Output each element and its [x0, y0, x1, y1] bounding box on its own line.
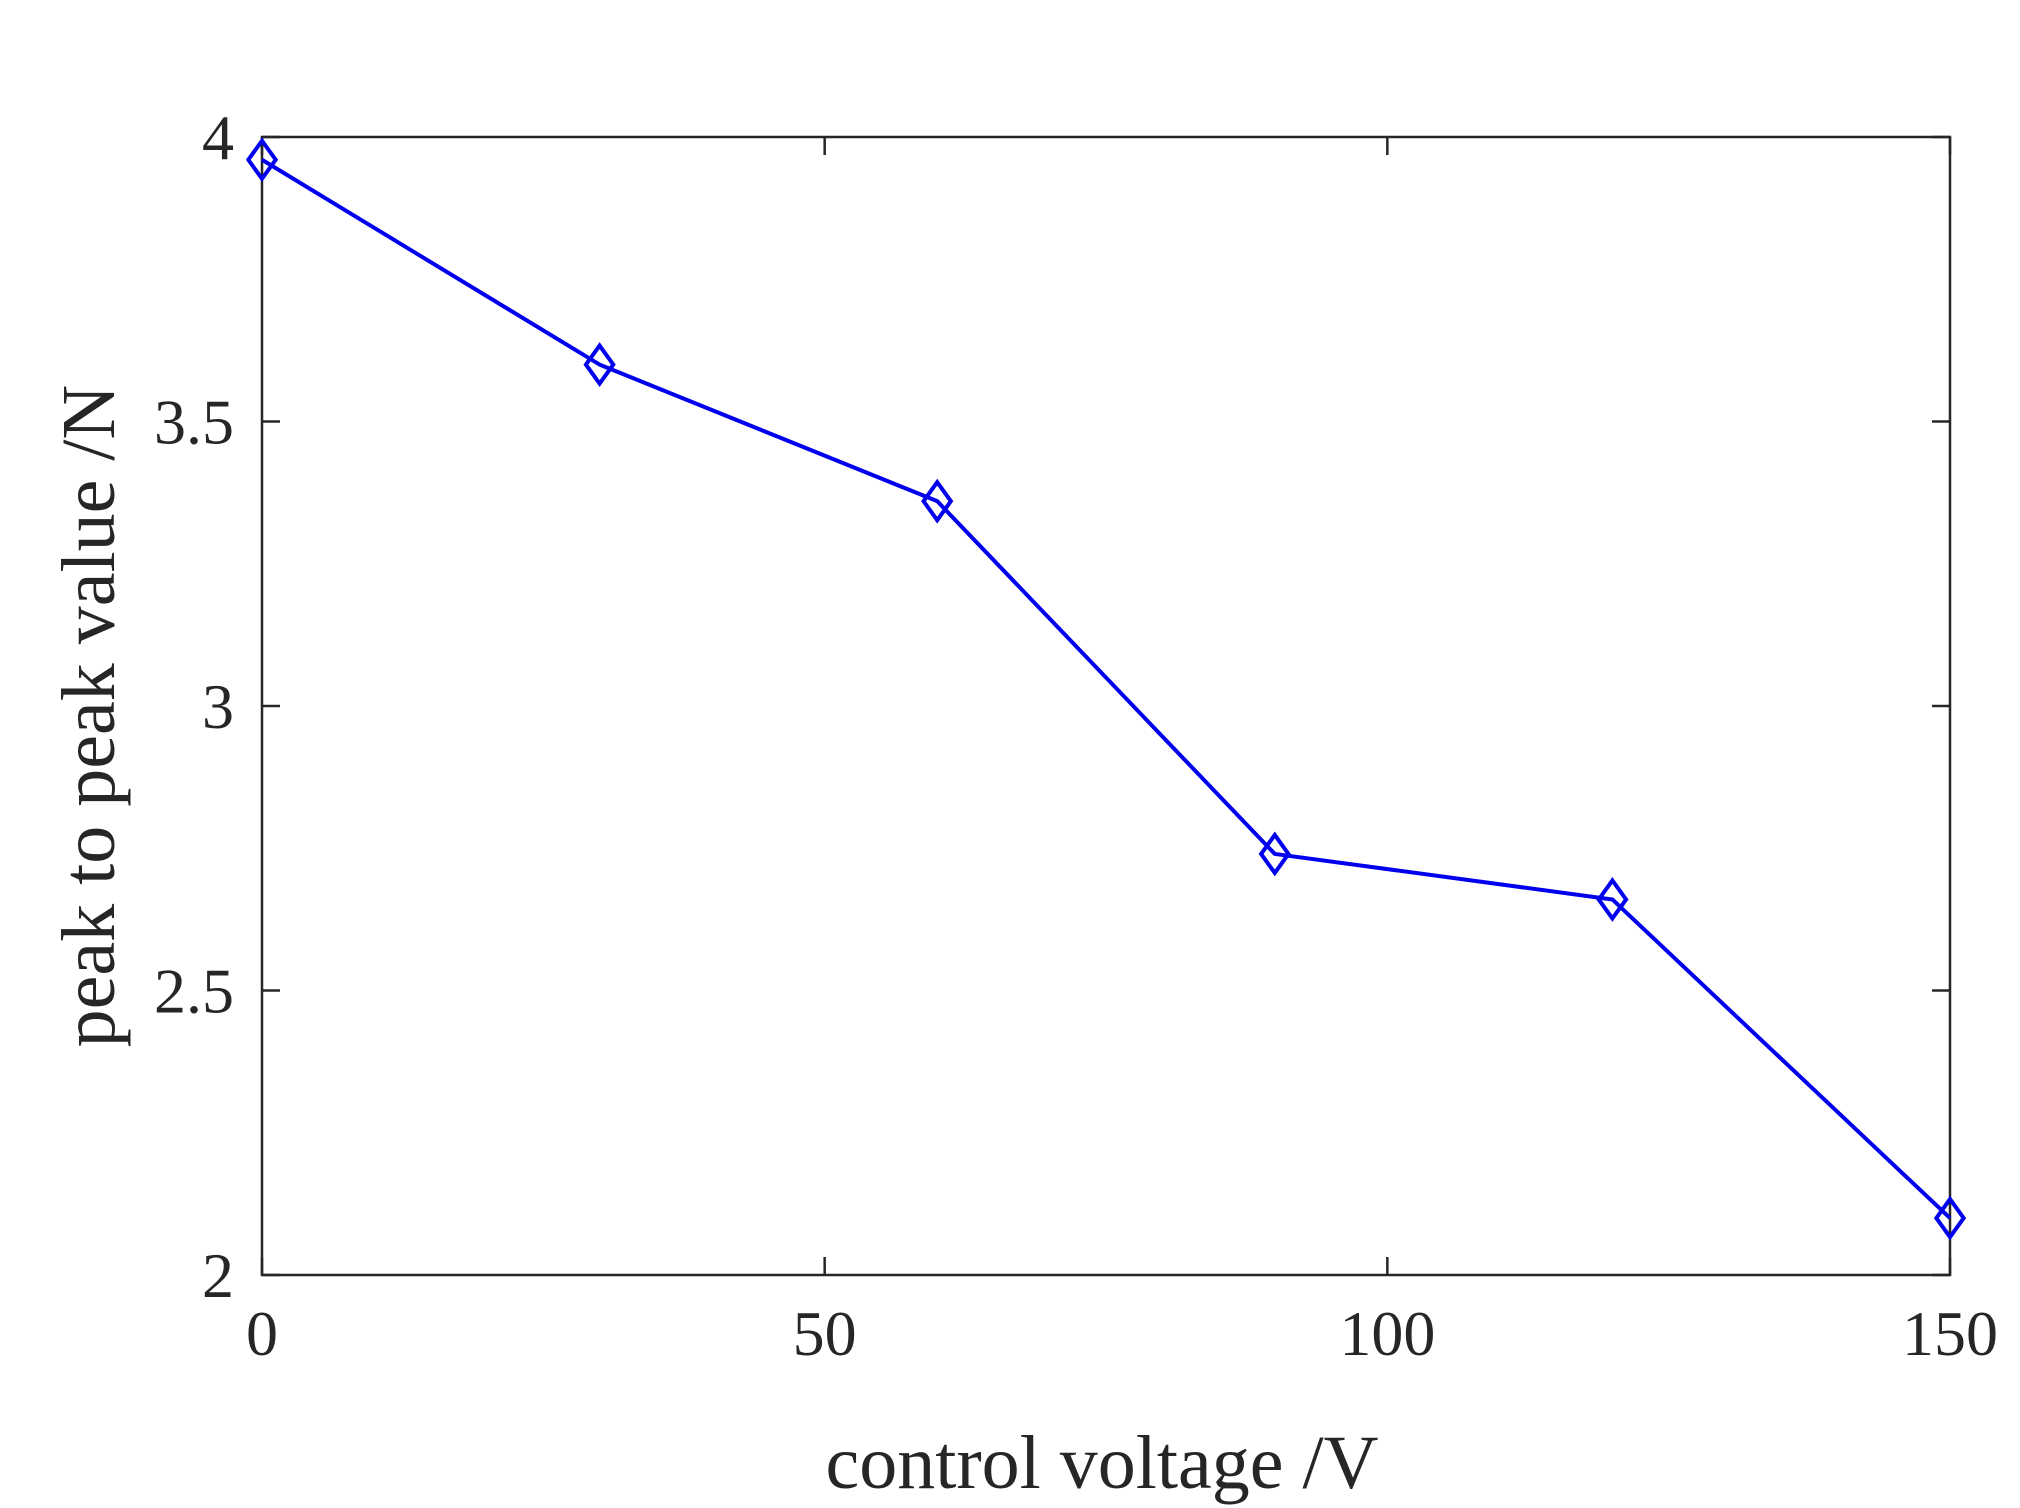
data-point-diamond: [1596, 877, 1629, 922]
y-tick-label: 2.5: [154, 956, 234, 1027]
x-tick-label: 0: [246, 1298, 278, 1369]
y-tick-label: 2: [202, 1240, 234, 1311]
y-axis-label: peak to peak value /N: [47, 385, 131, 1048]
y-tick-label: 4: [202, 102, 234, 173]
series-line: [260, 158, 1952, 1220]
y-tick-label: 3.5: [154, 387, 234, 458]
x-tick-label: 50: [793, 1298, 857, 1369]
y-tick-label: 3: [202, 671, 234, 742]
plot-frame: [260, 135, 1952, 1277]
x-axis-label: control voltage /V: [826, 1421, 1379, 1505]
x-tick-label: 100: [1339, 1298, 1435, 1369]
data-point-diamond: [583, 342, 616, 388]
data-point-diamond: [921, 478, 954, 524]
data-point-diamond: [1258, 831, 1291, 877]
data-point-diamond: [1933, 1195, 1967, 1241]
x-tick-label: 150: [1902, 1298, 1998, 1369]
data-point-diamond: [245, 137, 279, 183]
